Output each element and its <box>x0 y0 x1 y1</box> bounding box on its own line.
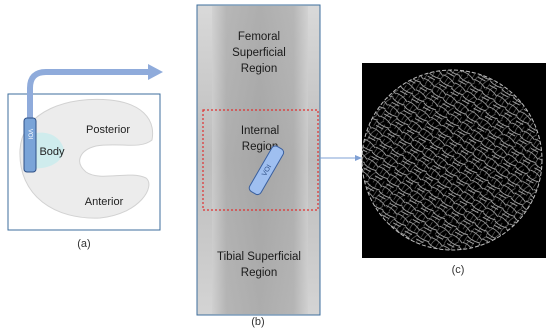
body-label: Body <box>39 146 65 158</box>
panel-label: (a) <box>77 238 90 250</box>
figure: VOI Body Posterior Anterior (a) Femoral … <box>0 0 554 328</box>
arrow-head <box>148 64 163 80</box>
region-label: Region <box>241 63 277 75</box>
region-label: Region <box>241 267 277 279</box>
anterior-label: Anterior <box>85 196 124 208</box>
region-label: Femoral <box>238 31 280 43</box>
panel-label: (b) <box>251 316 264 328</box>
voi-label: VOI <box>26 129 32 140</box>
region-label: Internal <box>241 125 279 137</box>
panel-label: (c) <box>452 264 465 276</box>
region-label: Superficial <box>232 47 286 59</box>
connector-head <box>355 155 362 161</box>
region-label: Tibial Superficial <box>217 251 301 263</box>
voi-cylinder <box>24 118 36 172</box>
posterior-label: Posterior <box>86 124 130 136</box>
